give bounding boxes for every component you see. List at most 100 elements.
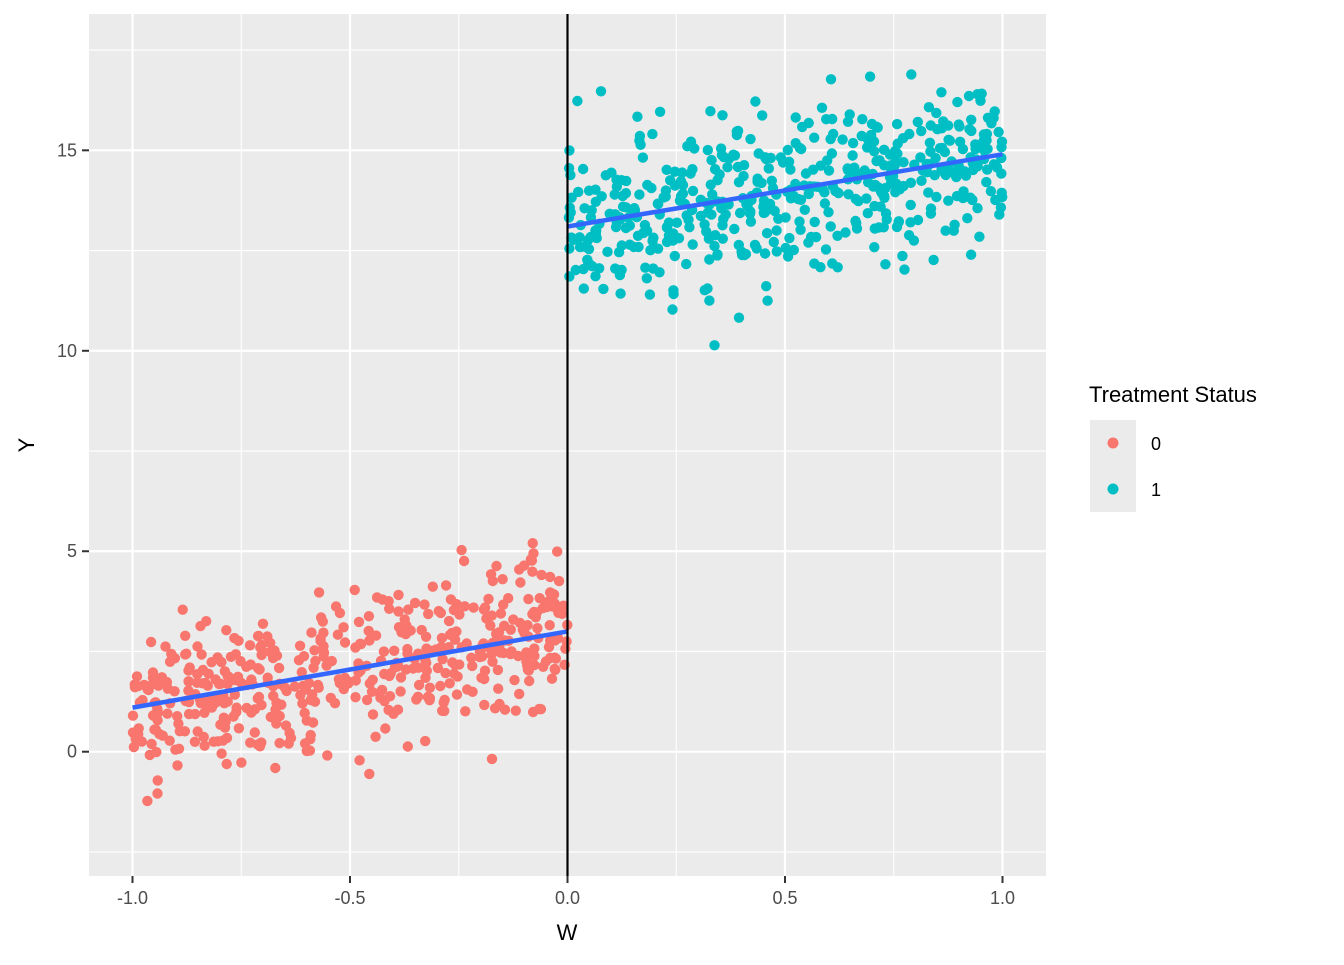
data-point-series-1	[960, 170, 972, 181]
data-point-series-1	[715, 143, 727, 154]
data-point-series-1	[800, 168, 812, 179]
data-point-series-1	[849, 162, 860, 173]
data-point-series-1	[951, 190, 963, 202]
data-point-series-0	[146, 738, 157, 750]
data-point-series-0	[466, 652, 477, 663]
data-point-series-0	[274, 737, 285, 749]
data-point-series-1	[566, 192, 577, 203]
data-point-series-0	[177, 604, 188, 615]
data-point-series-1	[706, 209, 717, 220]
fit-lines	[132, 152, 1003, 710]
data-point-series-1	[769, 205, 780, 217]
data-point-series-0	[303, 677, 315, 689]
data-point-series-0	[508, 614, 519, 625]
data-point-series-1	[994, 209, 1005, 220]
data-point-series-1	[661, 164, 672, 175]
data-point-series-0	[527, 609, 538, 620]
data-point-series-0	[460, 706, 471, 717]
data-point-series-1	[936, 123, 947, 134]
data-point-series-1	[671, 217, 683, 228]
data-point-series-1	[805, 231, 817, 243]
data-point-series-1	[594, 263, 605, 274]
data-point-series-1	[637, 152, 649, 163]
data-point-series-1	[677, 167, 688, 178]
data-point-series-0	[162, 708, 173, 719]
data-point-series-1	[878, 144, 890, 155]
data-point-series-0	[166, 648, 177, 660]
x-tick-label: 0.0	[555, 888, 580, 908]
data-point-series-1	[821, 114, 832, 125]
data-point-series-0	[439, 705, 450, 717]
data-point-series-0	[456, 544, 467, 556]
data-point-series-0	[451, 689, 463, 700]
data-point-series-0	[474, 651, 485, 663]
data-point-series-0	[557, 608, 568, 619]
data-point-series-1	[996, 142, 1007, 153]
data-point-series-1	[930, 152, 941, 164]
data-point-series-0	[534, 593, 545, 604]
data-point-series-1	[641, 273, 652, 284]
data-point-series-0	[192, 669, 203, 680]
data-point-series-1	[869, 242, 880, 253]
data-point-series-0	[405, 625, 416, 636]
data-point-series-1	[948, 225, 959, 236]
data-point-series-1	[861, 193, 872, 204]
data-point-series-0	[458, 555, 470, 567]
y-tick-label: 15	[57, 140, 77, 160]
data-point-series-1	[989, 106, 1000, 117]
data-point-series-1	[563, 212, 575, 223]
data-point-series-1	[981, 176, 992, 188]
data-point-series-0	[136, 736, 147, 747]
data-point-series-1	[954, 136, 966, 147]
data-point-series-1	[833, 187, 844, 199]
data-point-series-0	[552, 546, 563, 557]
data-point-series-1	[790, 112, 801, 123]
data-point-series-1	[857, 114, 868, 125]
data-point-series-1	[982, 112, 994, 124]
data-point-series-1	[660, 191, 671, 202]
data-point-series-1	[943, 195, 954, 206]
data-point-series-0	[467, 660, 478, 672]
data-point-series-0	[127, 710, 139, 721]
data-point-series-0	[309, 645, 320, 656]
data-point-series-0	[174, 726, 185, 737]
y-tick-label: 0	[67, 742, 77, 762]
data-point-series-0	[252, 693, 263, 704]
data-point-series-0	[173, 743, 185, 754]
x-tick-label: -1.0	[117, 888, 148, 908]
data-point-series-1	[752, 176, 763, 187]
data-point-series-0	[528, 548, 539, 559]
data-point-series-0	[363, 611, 375, 622]
data-point-series-0	[157, 730, 168, 741]
data-point-series-0	[366, 686, 378, 697]
data-point-series-1	[842, 116, 854, 128]
data-point-series-0	[196, 649, 207, 660]
data-point-series-0	[370, 630, 382, 641]
data-point-series-1	[566, 232, 577, 243]
data-point-series-1	[853, 195, 864, 207]
data-point-series-0	[374, 687, 385, 698]
data-point-series-0	[255, 642, 266, 653]
data-point-series-1	[572, 95, 583, 107]
data-point-series-0	[273, 662, 285, 674]
data-point-series-0	[420, 735, 431, 747]
data-point-series-1	[864, 71, 876, 82]
data-point-series-0	[522, 620, 533, 631]
data-point-series-0	[339, 637, 351, 648]
data-point-series-1	[734, 207, 746, 219]
data-point-series-1	[819, 198, 831, 209]
data-point-series-0	[181, 648, 192, 659]
data-point-series-0	[523, 593, 534, 605]
data-point-series-1	[893, 216, 904, 228]
data-point-series-0	[350, 692, 361, 703]
data-point-series-1	[611, 181, 622, 192]
data-point-series-1	[785, 164, 796, 175]
data-point-series-0	[142, 795, 153, 807]
data-point-series-1	[652, 243, 664, 254]
data-point-series-0	[294, 640, 306, 651]
data-point-series-1	[891, 118, 903, 130]
data-point-series-1	[668, 228, 679, 239]
data-point-series-0	[184, 662, 195, 673]
data-points	[127, 69, 1008, 807]
